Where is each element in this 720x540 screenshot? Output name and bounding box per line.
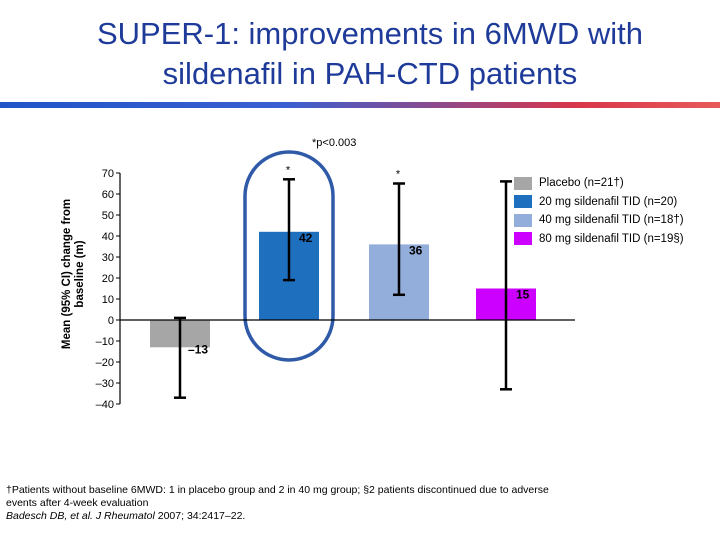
legend-swatch [514,232,532,246]
y-tick-label: 50 [102,210,114,222]
data-label: 42 [299,231,313,245]
y-tick-label: –10 [96,336,114,348]
highlight-ring [243,150,335,362]
chart-legend: Placebo (n=21†) 20 mg sildenafil TID (n=… [514,174,684,248]
legend-label: 40 mg sildenafil TID (n=18†) [539,214,684,227]
y-tick-label: 20 [102,273,114,285]
y-tick-label: –30 [96,378,114,390]
reference-details: 2007; 34:2417–22. [157,510,246,522]
legend-label: 80 mg sildenafil TID (n=19§) [539,232,684,245]
reference-citation: Badesch DB, et al. J Rheumatol [6,510,158,522]
legend-swatch [514,213,532,227]
legend-item-20mg: 20 mg sildenafil TID (n=20) [514,193,684,212]
footnote-line-2: events after 4-week evaluation [6,497,149,509]
data-label: 15 [516,288,530,302]
title-line-2: sildenafil in PAH-CTD patients [162,56,578,91]
footnote-line-1: †Patients without baseline 6MWD: 1 in pl… [6,484,549,496]
footnote-reference: Badesch DB, et al. J Rheumatol 2007; 34:… [6,510,646,523]
y-tick-label: 10 [102,294,114,306]
data-label: –13 [188,342,208,356]
y-tick-label: 30 [102,252,114,264]
legend-swatch [514,176,532,190]
legend-label: Placebo (n=21†) [539,177,624,190]
legend-item-80mg: 80 mg sildenafil TID (n=19§) [514,230,684,249]
legend-item-40mg: 40 mg sildenafil TID (n=18†) [514,211,684,230]
significance-marker: * [286,164,291,176]
title-accent-bar [0,102,720,108]
y-tick-label: 0 [108,315,114,327]
data-label: 36 [409,243,423,257]
page-title: SUPER-1: improvements in 6MWD with silde… [40,14,700,94]
y-tick-label: 40 [102,231,114,243]
y-tick-label: 60 [102,189,114,201]
title-line-1: SUPER-1: improvements in 6MWD with [96,16,644,51]
legend-item-placebo: Placebo (n=21†) [514,174,684,193]
legend-swatch [514,195,532,209]
footnote: †Patients without baseline 6MWD: 1 in pl… [6,484,646,523]
y-tick-label: 70 [102,168,114,180]
y-tick-label: –40 [96,399,114,411]
significance-marker: * [396,169,401,181]
y-tick-label: –20 [96,357,114,369]
significance-note: *p<0.003 [312,137,357,149]
legend-label: 20 mg sildenafil TID (n=20) [539,195,678,208]
